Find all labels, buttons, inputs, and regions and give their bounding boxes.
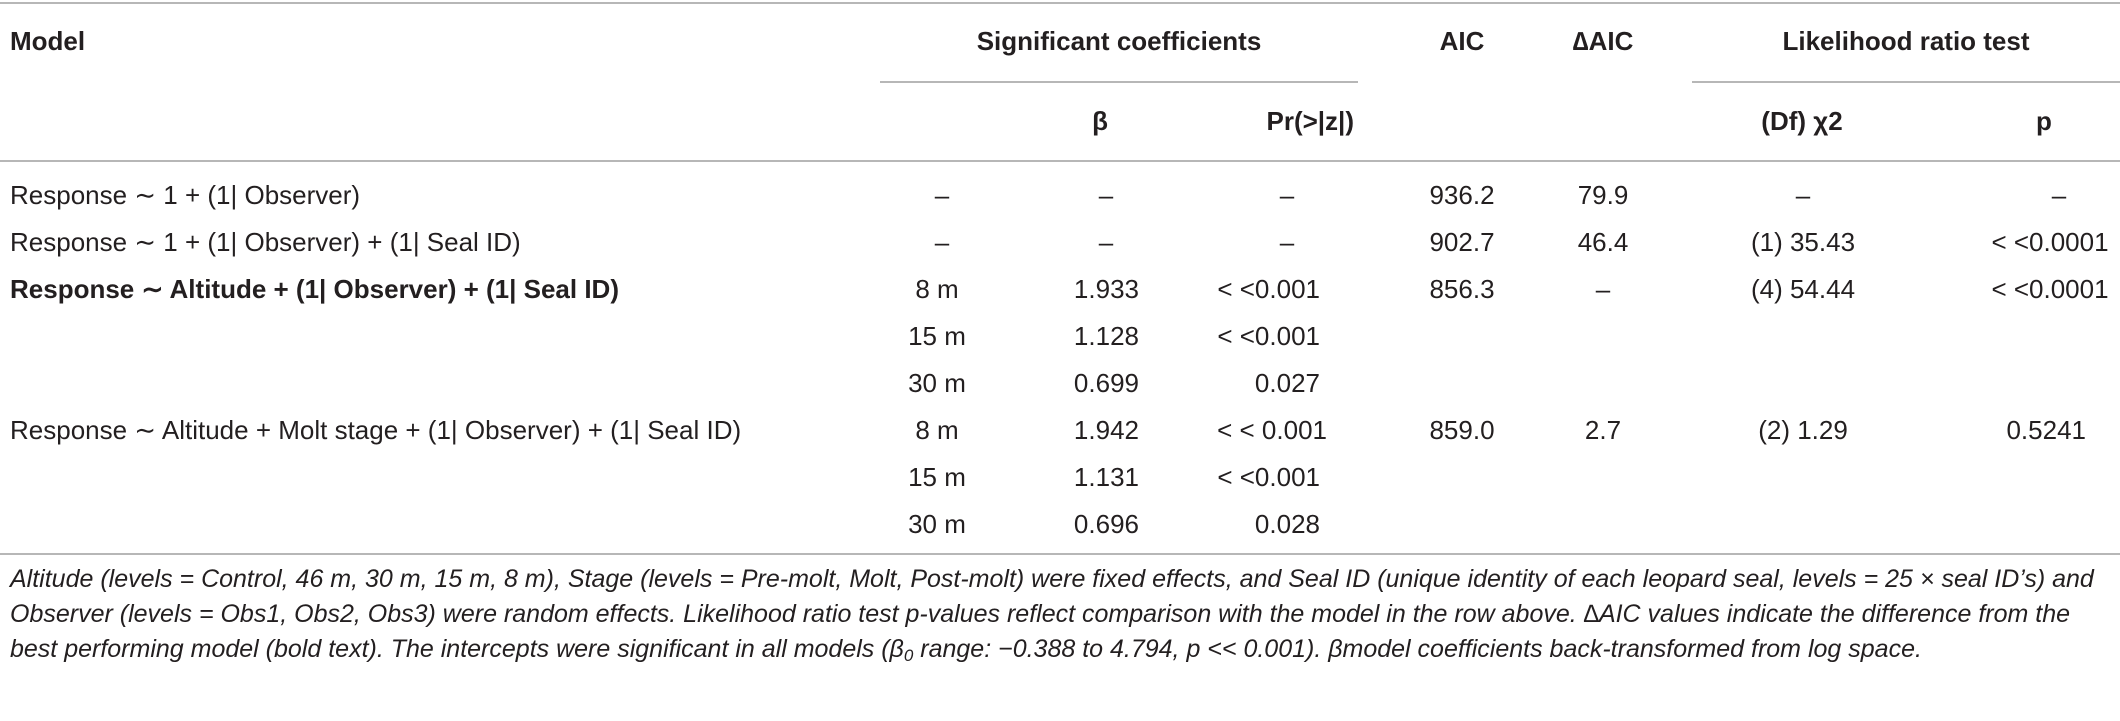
header-likelihood-ratio-test: Likelihood ratio test xyxy=(1782,26,2030,56)
header-aic: AIC xyxy=(1439,26,1485,56)
header-df-chi2: (Df) χ2 xyxy=(1761,106,1843,136)
row-delta-aic: – xyxy=(1595,274,1611,304)
row-level: – xyxy=(934,227,950,257)
header-model: Model xyxy=(10,26,86,56)
row-beta: – xyxy=(1098,180,1114,210)
row-aic: 936.2 xyxy=(1429,180,1495,210)
row-pr: < <0.001 xyxy=(1217,321,1320,351)
row-beta: 0.696 xyxy=(1073,509,1139,539)
table-footnote: Altitude (levels = Control, 46 m, 30 m, … xyxy=(10,562,2110,673)
footnote-text-1: Altitude (levels = Control, 46 m, 30 m, … xyxy=(10,565,2094,663)
row-model: Response ∼ Altitude + Molt stage + (1| O… xyxy=(10,415,742,445)
row-delta-aic: 46.4 xyxy=(1577,227,1629,257)
row-aic: 856.3 xyxy=(1429,274,1495,304)
row-pr: – xyxy=(1279,180,1295,210)
row-level: 30 m xyxy=(908,368,966,398)
row-aic: 859.0 xyxy=(1429,415,1495,445)
row-pr: < < 0.001 xyxy=(1217,415,1327,445)
row-df-chi2: (2) 1.29 xyxy=(1758,415,1848,445)
coefficients-subheader-rule xyxy=(880,81,1358,83)
row-model: Response ∼ 1 + (1| Observer) xyxy=(10,180,361,210)
row-pr: – xyxy=(1279,227,1295,257)
row-level: 8 m xyxy=(915,415,959,445)
row-delta-aic: 2.7 xyxy=(1584,415,1622,445)
row-delta-aic: 79.9 xyxy=(1577,180,1629,210)
header-significant-coefficients: Significant coefficients xyxy=(976,26,1262,56)
row-df-chi2: (1) 35.43 xyxy=(1750,227,1856,257)
row-beta: 1.933 xyxy=(1073,274,1139,304)
row-beta: – xyxy=(1098,227,1114,257)
header-bottom-rule xyxy=(0,160,2120,162)
lrt-subheader-rule xyxy=(1692,81,2120,83)
row-pr: < <0.001 xyxy=(1217,462,1320,492)
header-pr-z: Pr(>|z|) xyxy=(1266,106,1354,136)
row-p: – xyxy=(2051,180,2067,210)
row-df-chi2: – xyxy=(1795,180,1811,210)
footnote-text-2: range: −0.388 to 4.794, p << 0.001). βmo… xyxy=(913,635,1922,663)
header-delta-aic: ∆AIC xyxy=(1572,26,1634,56)
row-pr: < <0.001 xyxy=(1217,274,1320,304)
row-beta: 1.128 xyxy=(1073,321,1139,351)
row-level: 30 m xyxy=(908,509,966,539)
row-level: 15 m xyxy=(908,321,966,351)
row-beta: 0.699 xyxy=(1073,368,1139,398)
row-model: Response ∼ 1 + (1| Observer) + (1| Seal … xyxy=(10,227,521,257)
row-level: 8 m xyxy=(915,274,959,304)
row-model-best: Response ∼ Altitude + (1| Observer) + (1… xyxy=(10,274,619,304)
row-p: 0.5241 xyxy=(2006,415,2086,445)
row-beta: 1.131 xyxy=(1073,462,1139,492)
row-pr: 0.028 xyxy=(1254,509,1320,539)
table-bottom-rule xyxy=(0,553,2120,555)
footnote-subscript: 0 xyxy=(903,646,914,665)
table-top-rule xyxy=(0,2,2120,4)
row-aic: 902.7 xyxy=(1429,227,1495,257)
row-pr: 0.027 xyxy=(1254,368,1320,398)
header-p: p xyxy=(2036,106,2052,136)
row-level: – xyxy=(934,180,950,210)
header-beta: β xyxy=(1092,106,1108,136)
row-df-chi2: (4) 54.44 xyxy=(1750,274,1856,304)
row-p: < <0.0001 xyxy=(1991,227,2109,257)
row-level: 15 m xyxy=(908,462,966,492)
row-beta: 1.942 xyxy=(1073,415,1139,445)
row-p: < <0.0001 xyxy=(1991,274,2109,304)
